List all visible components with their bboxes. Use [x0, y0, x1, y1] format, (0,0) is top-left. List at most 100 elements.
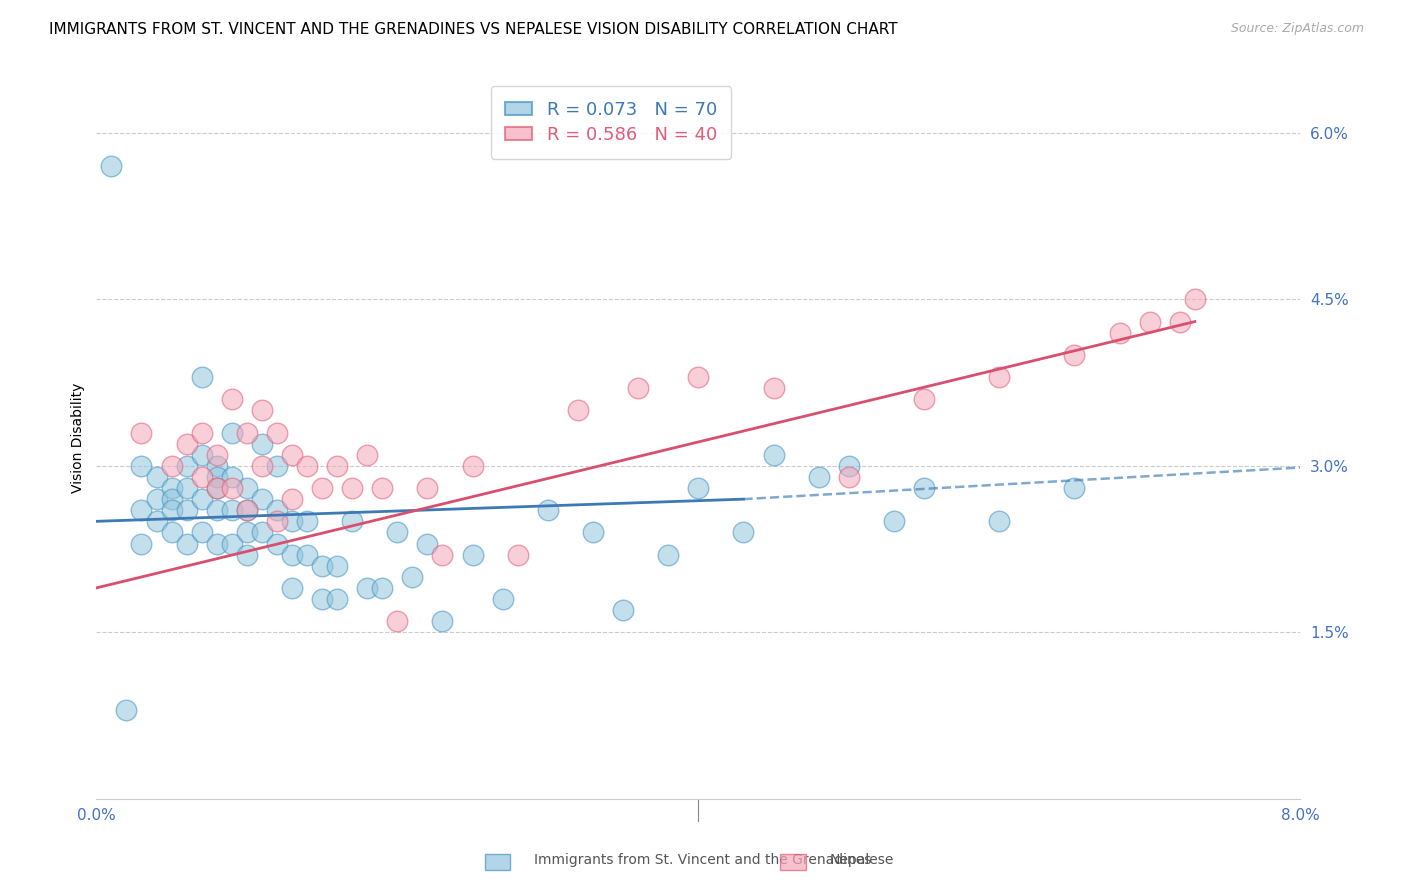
- Point: [131, 425, 153, 440]
- Point: [295, 548, 318, 562]
- Text: Immigrants from St. Vincent and the Grenadines: Immigrants from St. Vincent and the Gren…: [534, 853, 872, 867]
- Point: [340, 514, 363, 528]
- Point: [250, 458, 273, 473]
- Point: [221, 503, 243, 517]
- Point: [988, 514, 1011, 528]
- Point: [567, 403, 589, 417]
- Point: [988, 370, 1011, 384]
- Point: [371, 481, 394, 495]
- Point: [1168, 315, 1191, 329]
- Point: [311, 558, 333, 573]
- Point: [160, 458, 183, 473]
- Point: [176, 458, 198, 473]
- Point: [205, 481, 228, 495]
- Point: [1184, 293, 1206, 307]
- Point: [492, 592, 515, 607]
- Point: [190, 425, 212, 440]
- Point: [432, 548, 454, 562]
- Point: [221, 536, 243, 550]
- Point: [537, 503, 560, 517]
- Point: [190, 492, 212, 507]
- Point: [326, 592, 349, 607]
- Point: [205, 536, 228, 550]
- Point: [145, 514, 167, 528]
- Point: [205, 448, 228, 462]
- Point: [387, 525, 409, 540]
- Point: [236, 548, 259, 562]
- Point: [176, 481, 198, 495]
- Legend: R = 0.073   N = 70, R = 0.586   N = 40: R = 0.073 N = 70, R = 0.586 N = 40: [491, 87, 731, 159]
- Point: [387, 614, 409, 628]
- Point: [762, 448, 785, 462]
- Point: [176, 436, 198, 450]
- Point: [205, 481, 228, 495]
- Point: [236, 481, 259, 495]
- Text: Source: ZipAtlas.com: Source: ZipAtlas.com: [1230, 22, 1364, 36]
- Point: [1108, 326, 1130, 340]
- Point: [627, 381, 650, 395]
- Text: IMMIGRANTS FROM ST. VINCENT AND THE GRENADINES VS NEPALESE VISION DISABILITY COR: IMMIGRANTS FROM ST. VINCENT AND THE GREN…: [49, 22, 898, 37]
- Point: [236, 503, 259, 517]
- Point: [807, 470, 830, 484]
- Point: [416, 536, 439, 550]
- Point: [160, 525, 183, 540]
- Y-axis label: Vision Disability: Vision Disability: [72, 383, 86, 493]
- Point: [432, 614, 454, 628]
- Point: [1063, 348, 1085, 362]
- Point: [582, 525, 605, 540]
- Point: [100, 159, 122, 173]
- Point: [340, 481, 363, 495]
- Point: [250, 436, 273, 450]
- Point: [266, 514, 288, 528]
- Point: [266, 503, 288, 517]
- Point: [281, 514, 304, 528]
- Point: [266, 536, 288, 550]
- Point: [266, 425, 288, 440]
- Point: [221, 481, 243, 495]
- Point: [912, 481, 935, 495]
- Point: [912, 392, 935, 407]
- Point: [356, 581, 378, 595]
- Text: Nepalese: Nepalese: [830, 853, 894, 867]
- Point: [883, 514, 905, 528]
- Point: [221, 425, 243, 440]
- Point: [461, 458, 484, 473]
- Point: [115, 703, 138, 717]
- Point: [416, 481, 439, 495]
- Point: [205, 503, 228, 517]
- Point: [657, 548, 679, 562]
- Point: [160, 492, 183, 507]
- Point: [612, 603, 634, 617]
- Point: [295, 514, 318, 528]
- Point: [281, 581, 304, 595]
- Point: [145, 492, 167, 507]
- Point: [160, 503, 183, 517]
- Point: [838, 458, 860, 473]
- Point: [733, 525, 755, 540]
- Point: [281, 548, 304, 562]
- Point: [461, 548, 484, 562]
- Point: [311, 481, 333, 495]
- Point: [371, 581, 394, 595]
- Point: [176, 536, 198, 550]
- Point: [236, 425, 259, 440]
- Point: [236, 503, 259, 517]
- Point: [250, 525, 273, 540]
- Point: [190, 470, 212, 484]
- Point: [295, 458, 318, 473]
- Point: [131, 458, 153, 473]
- Point: [221, 392, 243, 407]
- Point: [838, 470, 860, 484]
- Point: [160, 481, 183, 495]
- Point: [131, 503, 153, 517]
- Point: [688, 370, 710, 384]
- Point: [356, 448, 378, 462]
- Point: [250, 492, 273, 507]
- Point: [205, 470, 228, 484]
- Point: [688, 481, 710, 495]
- Point: [190, 448, 212, 462]
- Point: [762, 381, 785, 395]
- Point: [236, 525, 259, 540]
- Point: [1139, 315, 1161, 329]
- Point: [281, 448, 304, 462]
